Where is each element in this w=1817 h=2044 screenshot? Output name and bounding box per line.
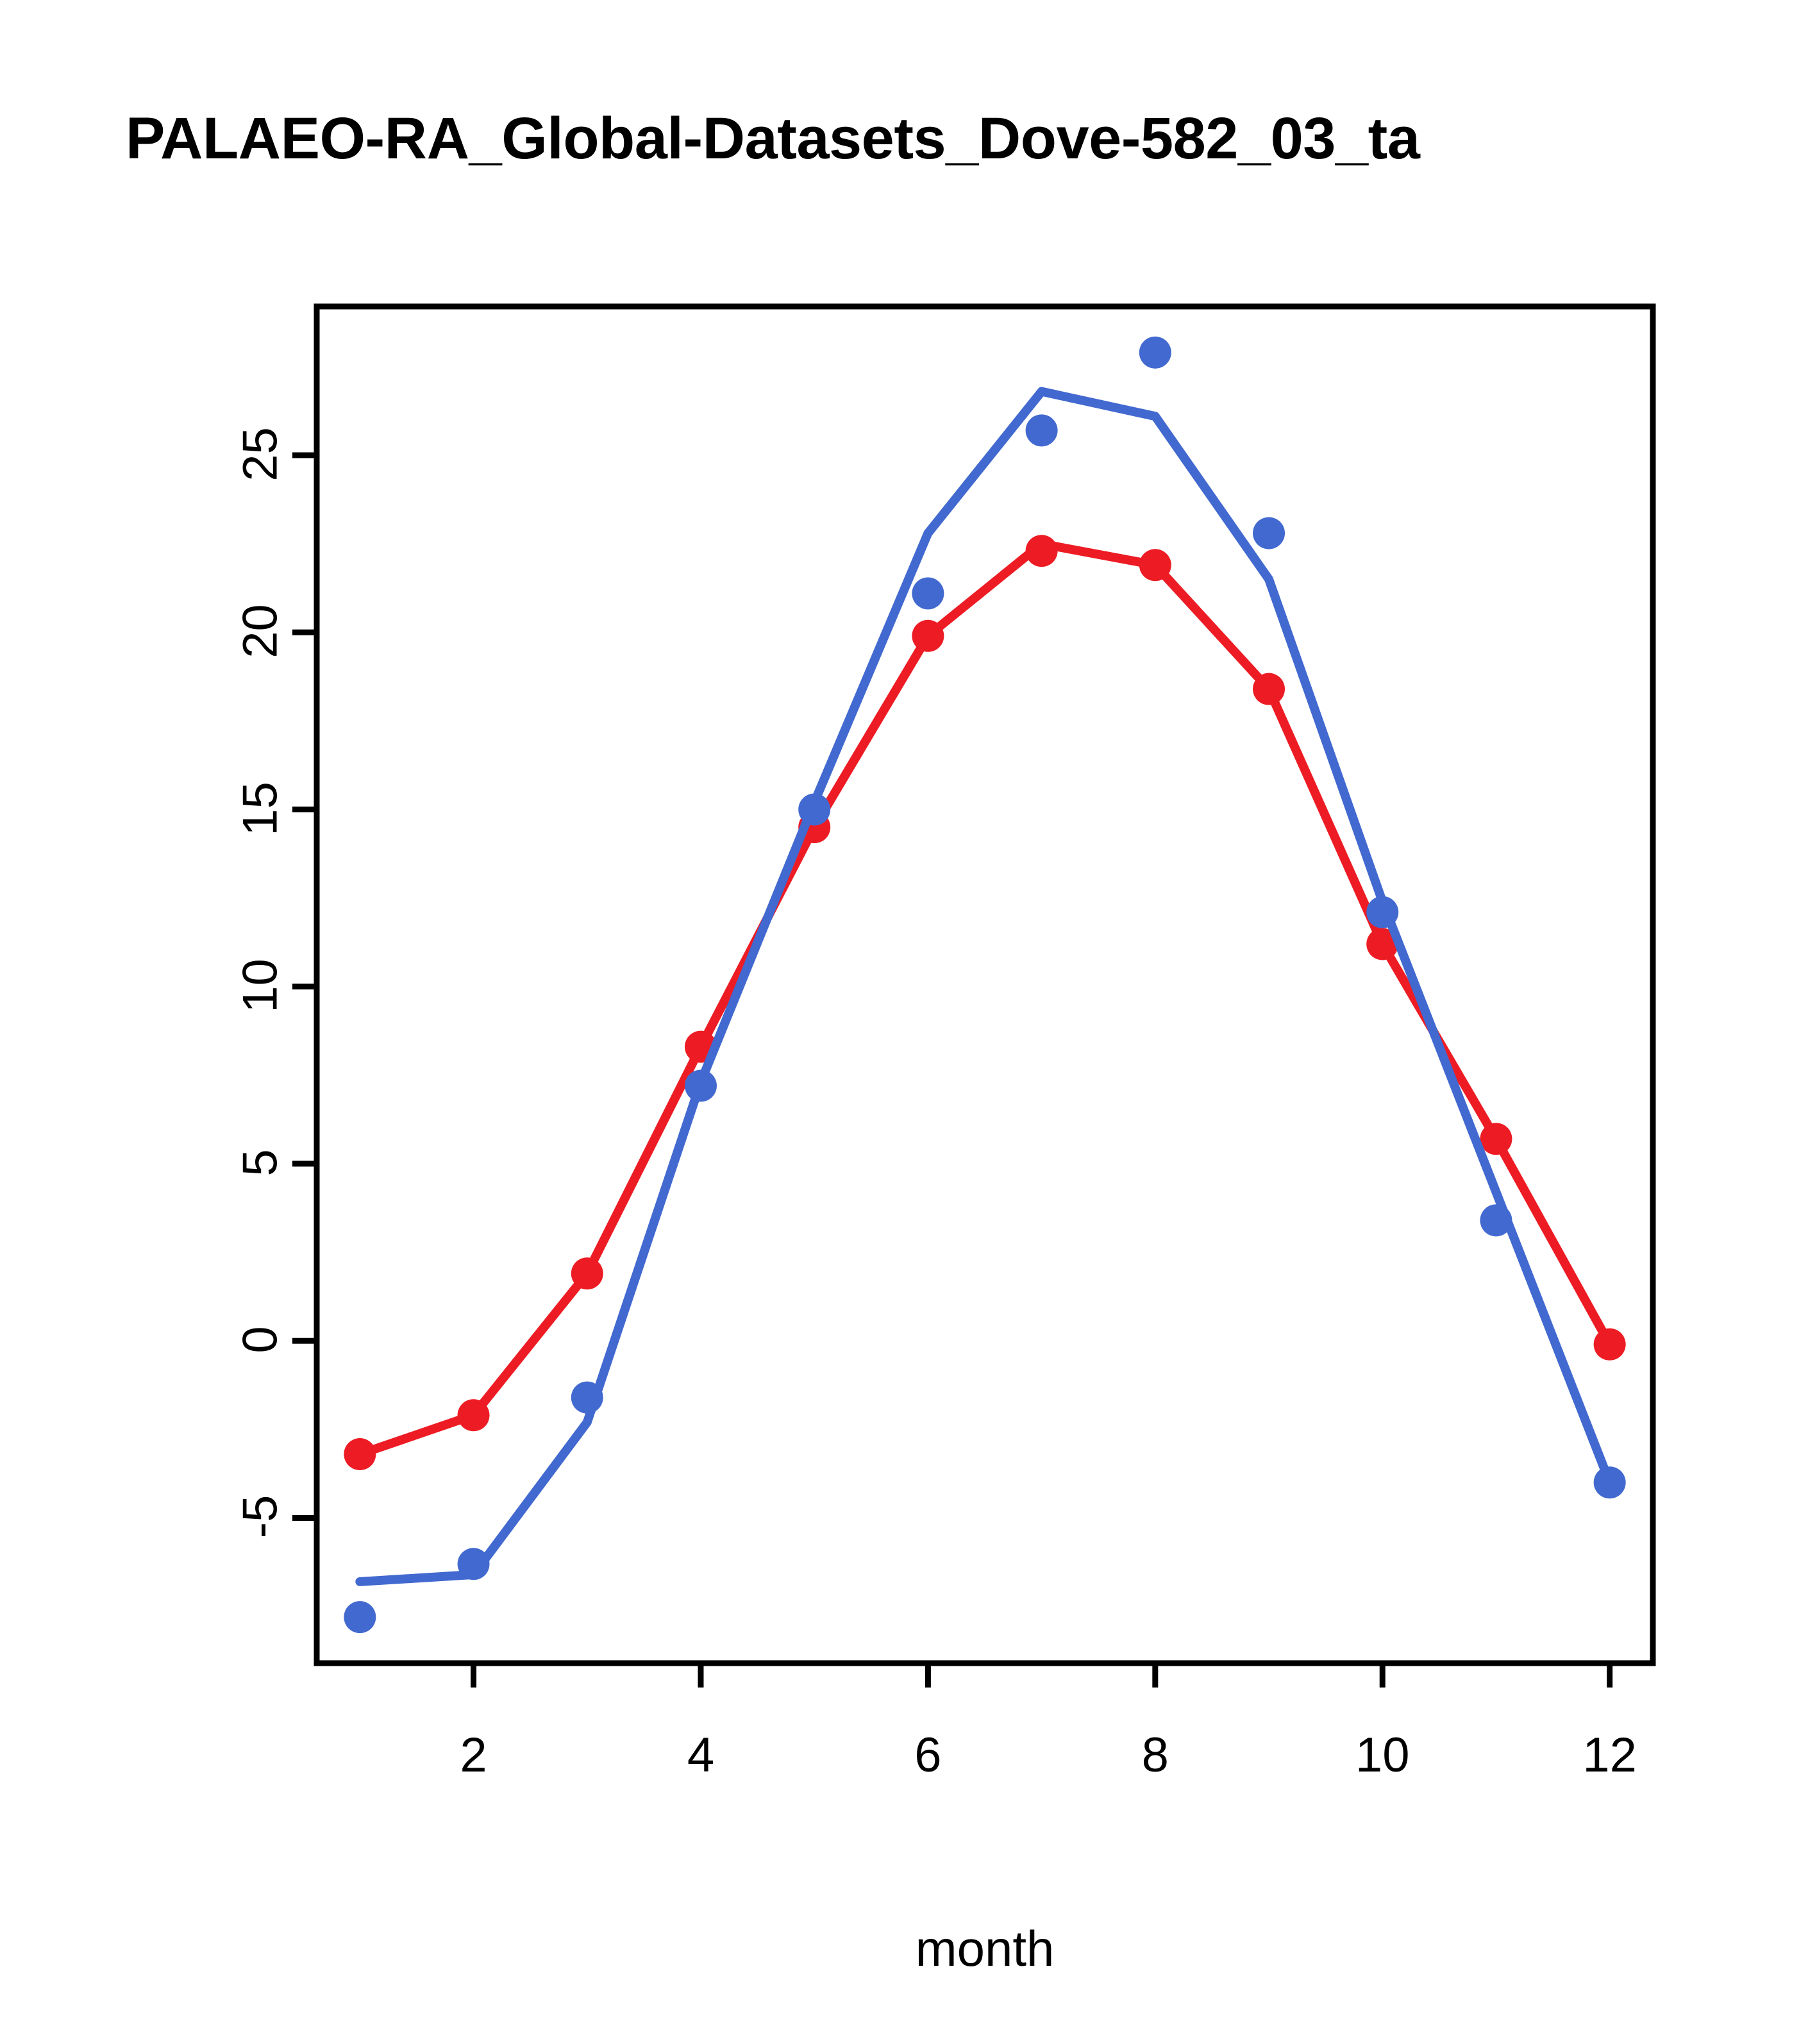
data-point-red-points xyxy=(1253,673,1285,705)
page-title: PALAEO-RA_Global-Datasets_Dove-582_03_ta xyxy=(126,106,1420,171)
data-point-red-points xyxy=(457,1399,490,1432)
y-tick-label: 10 xyxy=(233,958,288,1013)
y-tick-label: 25 xyxy=(233,427,288,482)
data-point-red-points xyxy=(912,619,944,652)
x-tick-label: 12 xyxy=(1582,1728,1637,1782)
data-point-blue-points xyxy=(571,1381,603,1414)
data-point-red-points xyxy=(571,1257,603,1290)
data-point-blue-points xyxy=(684,1069,717,1102)
data-point-blue-points xyxy=(1139,336,1171,369)
data-point-blue-points xyxy=(1025,414,1058,447)
data-point-blue-points xyxy=(344,1601,376,1634)
x-tick-label: 4 xyxy=(687,1728,715,1782)
data-point-blue-points xyxy=(457,1548,490,1580)
plot-box xyxy=(314,303,1656,1666)
x-tick-label: 10 xyxy=(1355,1728,1410,1782)
data-point-red-points xyxy=(1366,928,1399,960)
y-tick-label: -5 xyxy=(233,1495,288,1539)
x-tick-label: 8 xyxy=(1141,1728,1169,1782)
data-point-red-points xyxy=(1139,549,1171,582)
data-point-blue-points xyxy=(1593,1466,1626,1499)
data-point-blue-points xyxy=(1253,517,1285,549)
data-point-blue-points xyxy=(1480,1204,1512,1237)
series-line-red-line xyxy=(355,539,1614,1459)
data-point-blue-points xyxy=(912,577,944,610)
data-point-red-points xyxy=(1593,1328,1626,1361)
series-line-blue-line xyxy=(355,387,1614,1586)
y-tick-label: 20 xyxy=(233,604,288,659)
data-point-red-points xyxy=(344,1438,376,1471)
x-axis-label: month xyxy=(915,1920,1055,1977)
data-point-blue-points xyxy=(798,793,831,826)
y-tick-label: 0 xyxy=(233,1326,288,1353)
x-tick-label: 2 xyxy=(460,1728,487,1782)
y-tick-label: 5 xyxy=(233,1149,288,1177)
axes-group xyxy=(292,303,1656,1688)
x-tick-label: 6 xyxy=(914,1728,942,1782)
y-tick-label: 15 xyxy=(233,781,288,836)
data-point-red-points xyxy=(1480,1123,1512,1155)
data-point-blue-points xyxy=(1366,896,1399,928)
series-group xyxy=(344,336,1626,1634)
data-point-red-points xyxy=(1025,535,1058,567)
